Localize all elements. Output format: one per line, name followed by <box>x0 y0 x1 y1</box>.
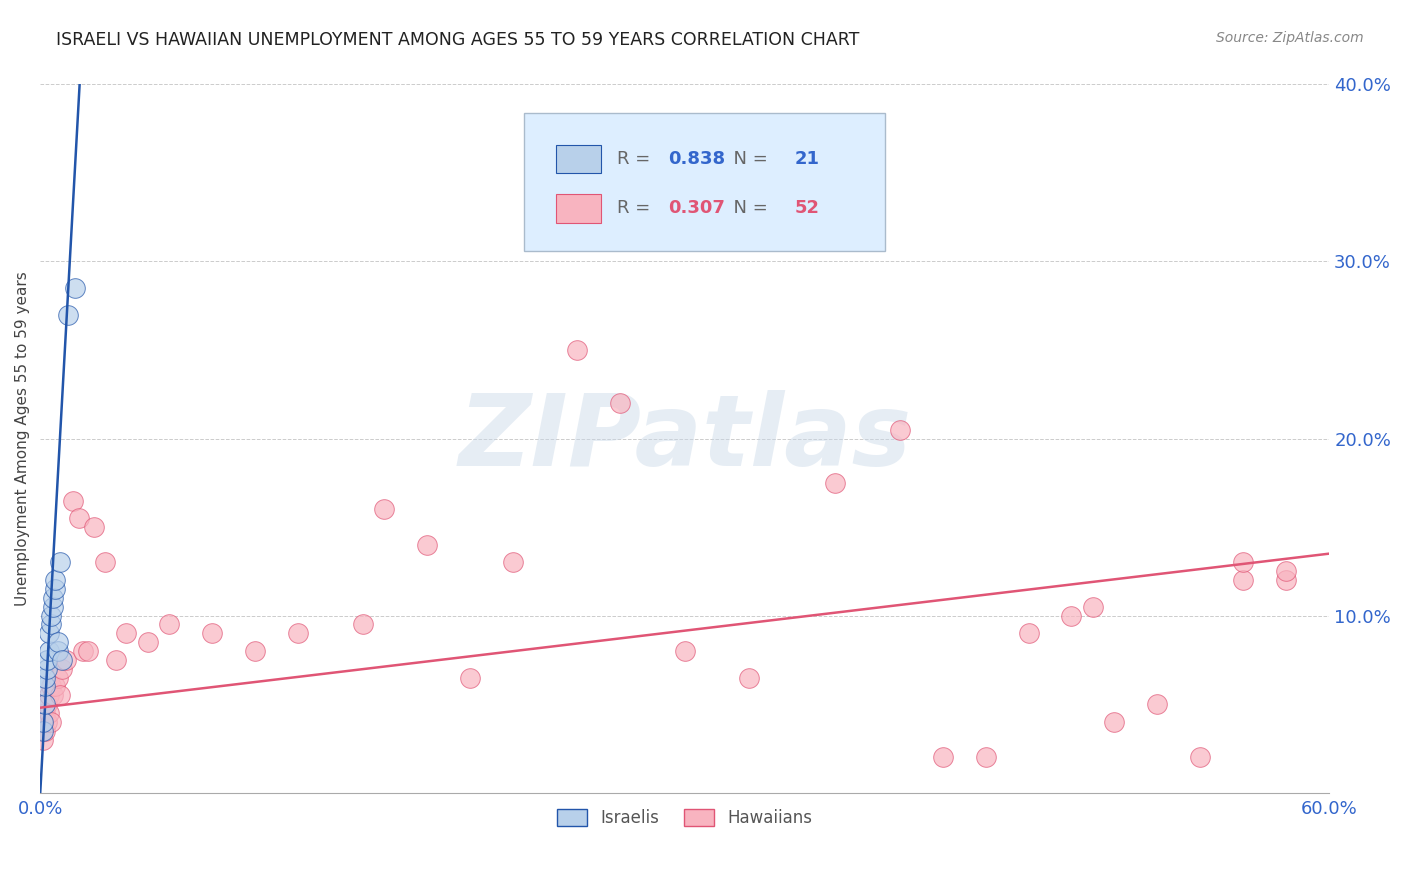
FancyBboxPatch shape <box>555 145 602 173</box>
Y-axis label: Unemployment Among Ages 55 to 59 years: Unemployment Among Ages 55 to 59 years <box>15 271 30 606</box>
Point <box>1018 626 1040 640</box>
Text: ZIPatlas: ZIPatlas <box>458 390 911 487</box>
FancyBboxPatch shape <box>555 194 602 222</box>
Point <box>42 591 65 605</box>
Text: ISRAELI VS HAWAIIAN UNEMPLOYMENT AMONG AGES 55 TO 59 YEARS CORRELATION CHART: ISRAELI VS HAWAIIAN UNEMPLOYMENT AMONG A… <box>56 31 859 49</box>
Text: 0.838: 0.838 <box>668 150 725 168</box>
Point <box>39 608 62 623</box>
Point <box>38 644 60 658</box>
Text: 52: 52 <box>794 200 820 218</box>
Point <box>1081 599 1104 614</box>
Legend: Israelis, Hawaiians: Israelis, Hawaiians <box>550 803 820 834</box>
Point <box>104 653 127 667</box>
Point <box>1275 573 1298 587</box>
Point <box>48 688 70 702</box>
Point <box>1146 697 1168 711</box>
Text: N =: N = <box>723 200 773 218</box>
Point <box>1232 573 1254 587</box>
Point <box>48 556 70 570</box>
Point <box>44 680 66 694</box>
Point <box>1060 608 1083 623</box>
Point <box>72 644 94 658</box>
Point <box>1104 714 1126 729</box>
Point <box>38 626 60 640</box>
Text: 0.307: 0.307 <box>668 200 725 218</box>
Text: R =: R = <box>617 200 655 218</box>
Point <box>63 281 86 295</box>
Point <box>38 706 60 720</box>
Point <box>245 644 267 658</box>
Point <box>39 680 62 694</box>
Point <box>1189 750 1212 764</box>
FancyBboxPatch shape <box>523 112 884 251</box>
Point <box>567 343 589 357</box>
Point <box>974 750 997 764</box>
Point <box>35 653 58 667</box>
Text: 21: 21 <box>794 150 820 168</box>
Point <box>42 688 65 702</box>
Point <box>34 723 56 738</box>
Point <box>34 706 56 720</box>
Point <box>136 635 159 649</box>
Point <box>31 714 53 729</box>
Point <box>35 662 58 676</box>
Point <box>352 617 374 632</box>
Point <box>115 626 138 640</box>
Point <box>34 671 56 685</box>
Point <box>67 511 90 525</box>
Point <box>39 714 62 729</box>
Point <box>502 556 524 570</box>
Point <box>673 644 696 658</box>
Point <box>34 697 56 711</box>
Text: Source: ZipAtlas.com: Source: ZipAtlas.com <box>1216 31 1364 45</box>
Point <box>1275 565 1298 579</box>
Point <box>39 617 62 632</box>
Point <box>931 750 953 764</box>
Point <box>1232 556 1254 570</box>
Point <box>458 671 481 685</box>
Point <box>609 396 631 410</box>
Point <box>46 635 69 649</box>
Point <box>738 671 761 685</box>
Point <box>51 653 73 667</box>
Point <box>416 538 439 552</box>
Point <box>55 653 77 667</box>
Point <box>31 732 53 747</box>
Point <box>201 626 224 640</box>
Point <box>44 573 66 587</box>
Point <box>373 502 395 516</box>
Point <box>889 423 911 437</box>
Point <box>83 520 105 534</box>
Point <box>31 714 53 729</box>
Point <box>76 644 98 658</box>
Point <box>824 475 846 490</box>
Point <box>35 697 58 711</box>
Point <box>38 688 60 702</box>
Point <box>46 671 69 685</box>
Point <box>42 599 65 614</box>
Point <box>46 644 69 658</box>
Point <box>31 723 53 738</box>
Point <box>94 556 117 570</box>
Point <box>287 626 309 640</box>
Point <box>51 662 73 676</box>
Text: N =: N = <box>723 150 773 168</box>
Point <box>58 308 80 322</box>
Point <box>44 582 66 596</box>
Point <box>35 714 58 729</box>
Point <box>34 680 56 694</box>
Text: R =: R = <box>617 150 655 168</box>
Point <box>62 493 84 508</box>
Point <box>157 617 180 632</box>
